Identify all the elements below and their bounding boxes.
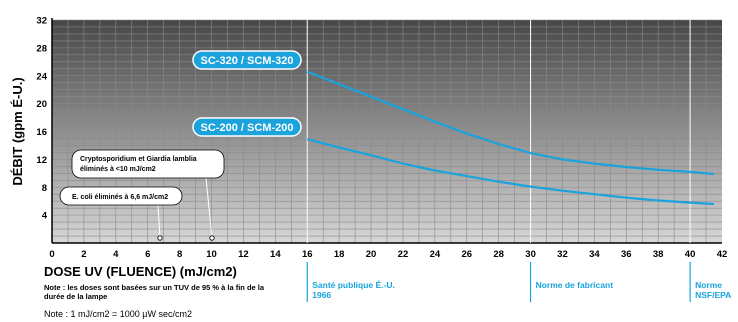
series-label-badge [192,50,302,70]
x-tick-label: 10 [206,249,217,260]
reference-label: Norme de fabricant [535,280,614,290]
y-tick-label: 8 [42,183,47,194]
y-tick-label: 28 [36,43,47,54]
x-tick-label: 32 [557,249,568,260]
x-tick-label: 30 [525,249,536,260]
x-tick-label: 42 [717,249,728,260]
x-tick-label: 12 [238,249,249,260]
x-tick-label: 38 [653,249,664,260]
series-label: SC-320 / SCM-320 [201,55,294,67]
x-tick-label: 22 [398,249,409,260]
x-tick-label: 34 [589,249,600,260]
x-tick-label: 0 [49,249,54,260]
y-axis-label: DÉBIT (gpm É-U.) [10,77,25,185]
series-line-2 [306,138,715,206]
x-tick-label: 24 [430,249,441,260]
y-tick-label: 12 [36,155,47,166]
x-tick-label: 18 [334,249,345,260]
y-tick-label: 4 [42,211,48,222]
x-tick-label: 14 [270,249,281,260]
y-tick-label: 32 [36,16,47,27]
annotation-text: E. coli éliminés à 6,6 mJ/cm2 [72,194,168,201]
annotation-point [209,235,215,241]
x-tick-label: 26 [461,249,472,260]
annotation-point [157,235,163,241]
x-tick-label: 28 [493,249,504,260]
y-tick-label: 16 [36,127,47,138]
dose-note: Note : les doses sont basées sur un TUV … [44,283,265,301]
unit-note: Note : 1 mJ/cm2 = 1000 µW sec/cm2 [44,309,192,319]
x-tick-label: 4 [113,249,119,260]
annotation-box [59,186,183,206]
x-axis-label: DOSE UV (FLUENCE) (mJ/cm2) [44,264,237,279]
x-tick-label: 8 [177,249,182,260]
annotation-box [71,149,225,179]
annotation-text: Cryptosporidium et Giardia lamblia élimin… [80,156,197,173]
reference-label: Santé publique É.-U. 1966 [312,280,395,300]
series-label-badge [192,117,302,137]
x-tick-label: 2 [81,249,86,260]
annotation-leader [157,204,161,239]
series-line-1 [306,70,715,176]
y-tick-label: 20 [36,99,47,110]
annotation-leader [205,177,213,239]
y-tick-label: 24 [36,71,47,82]
x-tick-label: 40 [685,249,696,260]
series-label: SC-200 / SCM-200 [201,122,294,134]
x-tick-label: 36 [621,249,632,260]
x-tick-label: 20 [366,249,377,260]
x-tick-label: 16 [302,249,313,260]
x-tick-label: 6 [145,249,150,260]
reference-label: Norme NSF/EPA [695,280,732,300]
